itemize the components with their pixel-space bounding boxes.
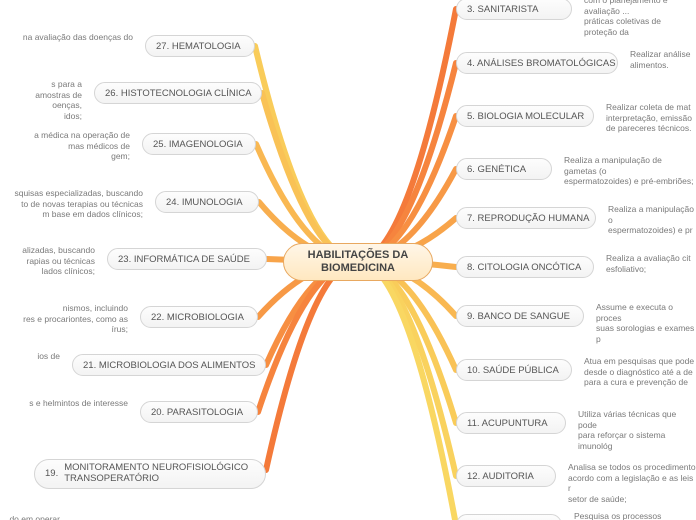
left-desc: s para aamostras deoenças,idos;	[0, 79, 82, 122]
left-node[interactable]: 22. MICROBIOLOGIA	[140, 306, 258, 328]
left-node[interactable]: 27. HEMATOLOGIA	[145, 35, 255, 57]
right-desc: Realizar análisealimentos.	[630, 49, 696, 70]
left-desc: a médica na operação demas médicos degem…	[0, 130, 130, 162]
left-desc: ios de	[0, 351, 60, 362]
right-desc: Pesquisa os processos bioquímico	[574, 511, 696, 520]
left-node[interactable]: 26. HISTOTECNOLOGIA CLÍNICA	[94, 82, 262, 104]
right-node[interactable]: 9. BANCO DE SANGUE	[456, 305, 584, 327]
left-node[interactable]: 20. PARASITOLOGIA	[140, 401, 258, 423]
left-node[interactable]: 23. INFORMÁTICA DE SAÚDE	[107, 248, 267, 270]
right-desc: Utiliza várias técnicas que podepara ref…	[578, 409, 696, 452]
left-node[interactable]: 24. IMUNOLOGIA	[155, 191, 259, 213]
right-node[interactable]: 13. BIOQUÍMICA	[456, 514, 562, 520]
center-node: HABILITAÇÕES DA BIOMEDICINA	[283, 243, 433, 281]
right-desc: Realiza a avaliação citesfoliativo;	[606, 253, 696, 274]
right-desc: Atua em pesquisas que podedesde o diagnó…	[584, 356, 696, 388]
left-desc: na avaliação das doenças do	[0, 32, 133, 43]
left-node[interactable]: 25. IMAGENOLOGIA	[142, 133, 256, 155]
right-node[interactable]: 12. AUDITORIA	[456, 465, 556, 487]
right-node[interactable]: 11. ACUPUNTURA	[456, 412, 566, 434]
left-node[interactable]: 19.MONITORAMENTO NEUROFISIOLÓGICOTRANSOP…	[34, 459, 266, 489]
left-desc: do em operar	[0, 514, 60, 520]
right-node[interactable]: 10. SAÚDE PÚBLICA	[456, 359, 572, 381]
left-node[interactable]: 21. MICROBIOLOGIA DOS ALIMENTOS	[72, 354, 266, 376]
right-desc: Realiza a manipulação de gametas (oesper…	[564, 155, 696, 187]
left-desc: squisas especializadas, buscandoto de no…	[0, 188, 143, 220]
right-node[interactable]: 5. BIOLOGIA MOLECULAR	[456, 105, 594, 127]
right-desc: Realizar coleta de matinterpretação, emi…	[606, 102, 696, 134]
left-desc: nismos, incluindores e procariontes, com…	[0, 303, 128, 335]
right-desc: Analisa se todos os procedimentoacordo c…	[568, 462, 696, 505]
left-desc: alizadas, buscandorapias ou técnicaslado…	[0, 245, 95, 277]
right-node[interactable]: 3. SANITARISTA	[456, 0, 572, 20]
right-desc: Assume e executa o processuas sorologias…	[596, 302, 696, 345]
right-desc: Realiza a manipulação oespermatozoides) …	[608, 204, 696, 236]
right-node[interactable]: 7. REPRODUÇÃO HUMANA	[456, 207, 596, 229]
left-desc: s e helmintos de interesse	[0, 398, 128, 409]
right-node[interactable]: 4. ANÁLISES BROMATOLÓGICAS	[456, 52, 618, 74]
right-desc: com o planejamento e avaliação ...prátic…	[584, 0, 696, 38]
right-node[interactable]: 8. CITOLOGIA ONCÓTICA	[456, 256, 594, 278]
right-node[interactable]: 6. GENÉTICA	[456, 158, 552, 180]
